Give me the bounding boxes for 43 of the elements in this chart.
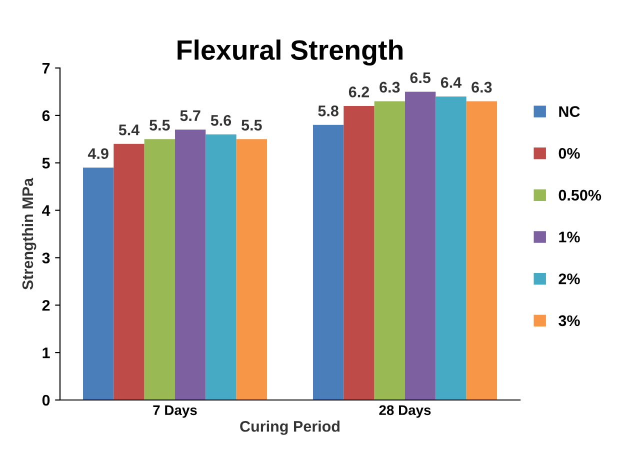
legend-label: NC bbox=[559, 106, 580, 117]
y-axis-title: Strengthin MPa bbox=[22, 178, 36, 290]
legend-label: 3% bbox=[558, 315, 580, 326]
y-tick-label: 7 bbox=[42, 63, 50, 74]
data-label: 6.4 bbox=[440, 77, 462, 88]
y-tick-label: 0 bbox=[42, 394, 50, 406]
data-label: 6.2 bbox=[348, 86, 370, 98]
data-label: 6.3 bbox=[472, 82, 492, 93]
legend-label: 1% bbox=[559, 232, 580, 242]
y-tick-label: 5 bbox=[42, 158, 50, 169]
legend-label: 0% bbox=[558, 148, 580, 159]
bar bbox=[466, 101, 497, 400]
legend-label: 0.50% bbox=[558, 190, 602, 201]
bar bbox=[206, 134, 236, 400]
y-tick-label: 3 bbox=[42, 252, 50, 264]
bar bbox=[436, 96, 466, 400]
chart-title: Flexural Strength bbox=[178, 40, 403, 66]
x-tick-label: 7 Days bbox=[153, 405, 197, 418]
x-axis-title: Curing Period bbox=[240, 420, 340, 435]
bar bbox=[313, 124, 344, 400]
bar bbox=[144, 139, 175, 400]
bar bbox=[405, 92, 436, 400]
y-tick-label: 1 bbox=[42, 348, 50, 358]
bar bbox=[83, 168, 114, 400]
data-label: 5.5 bbox=[150, 120, 170, 131]
legend-label: 2% bbox=[558, 273, 580, 284]
data-label: 5.4 bbox=[118, 124, 140, 136]
data-label: 5.6 bbox=[210, 115, 232, 126]
bar bbox=[236, 139, 267, 400]
x-tick-label: 28 Days bbox=[379, 405, 431, 418]
data-label: 5.5 bbox=[242, 120, 262, 131]
bar bbox=[374, 101, 405, 400]
y-tick-label: 2 bbox=[42, 300, 50, 311]
bar bbox=[175, 130, 206, 400]
bar bbox=[344, 106, 374, 400]
data-label: 5.8 bbox=[318, 106, 338, 116]
y-tick-label: 6 bbox=[42, 110, 50, 122]
y-tick-label: 4 bbox=[42, 205, 50, 216]
bar bbox=[114, 144, 144, 400]
data-label: 5.7 bbox=[180, 110, 200, 122]
data-label: 6.3 bbox=[380, 82, 400, 93]
data-label: 4.9 bbox=[88, 148, 108, 160]
data-label: 6.5 bbox=[410, 72, 431, 84]
